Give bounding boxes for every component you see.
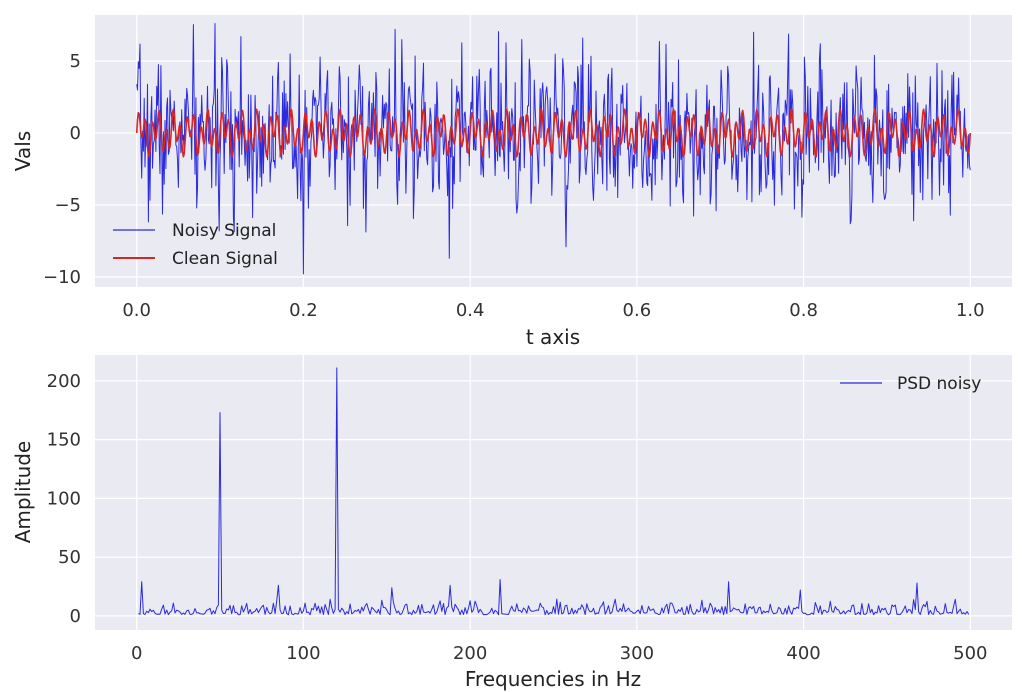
ticks-time: 0.0 0.2 0.4 0.6 0.8 1.0 5 0 −5 −10 bbox=[43, 51, 985, 321]
x-tick-label: 0.8 bbox=[789, 300, 818, 321]
y-tick-label: 100 bbox=[47, 488, 81, 509]
legend-label-clean: Clean Signal bbox=[172, 249, 278, 269]
y-tick-label: −5 bbox=[54, 195, 81, 216]
x-tick-label: 400 bbox=[786, 643, 820, 664]
grid-psd bbox=[95, 355, 1012, 630]
x-axis-label-psd: Frequencies in Hz bbox=[465, 667, 641, 691]
plot-area-psd bbox=[95, 355, 1012, 630]
x-tick-label: 100 bbox=[286, 643, 320, 664]
legend-psd: PSD noisy bbox=[840, 374, 981, 394]
y-tick-label: 0 bbox=[70, 123, 81, 144]
x-tick-label: 0.2 bbox=[289, 300, 318, 321]
x-tick-label: 0 bbox=[131, 643, 142, 664]
x-tick-label: 300 bbox=[620, 643, 654, 664]
y-tick-label: 50 bbox=[58, 547, 81, 568]
legend-time: Noisy Signal Clean Signal bbox=[113, 221, 278, 269]
y-tick-label: 0 bbox=[70, 606, 81, 627]
y-tick-label: 5 bbox=[70, 51, 81, 72]
legend-label-psd: PSD noisy bbox=[897, 374, 981, 394]
x-tick-label: 500 bbox=[953, 643, 987, 664]
series-group-time bbox=[135, 23, 972, 275]
time-signal-panel: 0.0 0.2 0.4 0.6 0.8 1.0 5 0 −5 −10 t axis Vals No… bbox=[11, 15, 1012, 349]
legend-label-noisy: Noisy Signal bbox=[172, 221, 276, 241]
y-axis-label-time: Vals bbox=[11, 131, 35, 171]
series-group-psd bbox=[138, 367, 970, 616]
y-tick-label: −10 bbox=[43, 267, 81, 288]
series-line-clean-signal bbox=[135, 108, 972, 158]
y-tick-label: 200 bbox=[47, 371, 81, 392]
x-axis-label-time: t axis bbox=[526, 325, 580, 349]
y-tick-label: 150 bbox=[47, 430, 81, 451]
x-tick-label: 0.6 bbox=[623, 300, 652, 321]
series-line-psd-noisy bbox=[138, 367, 970, 616]
x-tick-label: 200 bbox=[453, 643, 487, 664]
y-axis-label-psd: Amplitude bbox=[11, 441, 35, 544]
x-tick-label: 0.0 bbox=[122, 300, 151, 321]
x-tick-label: 0.4 bbox=[456, 300, 485, 321]
x-tick-label: 1.0 bbox=[956, 300, 985, 321]
